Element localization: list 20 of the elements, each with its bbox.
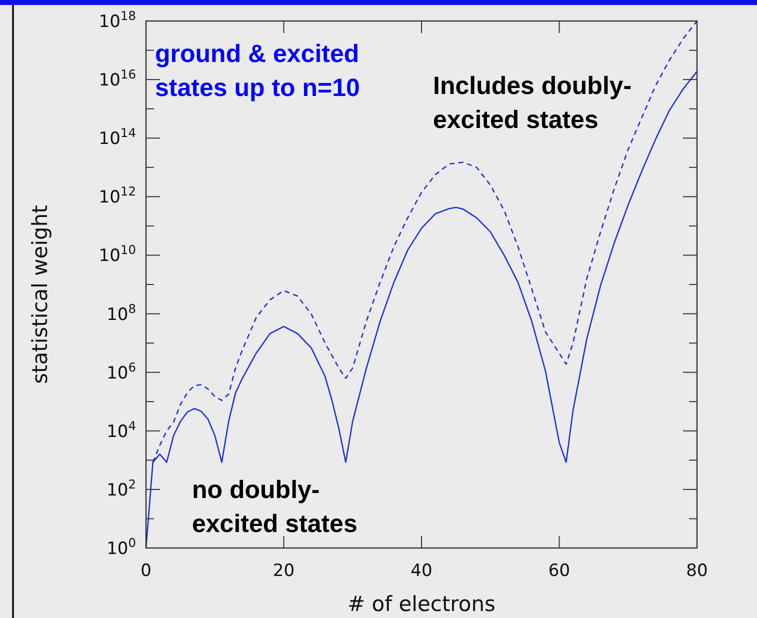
annotation: ground & excited states up to n=10 — [155, 40, 360, 102]
annotation: Includes doubly- excited states — [433, 72, 632, 134]
y-tick-label: 10$^{0}$ — [106, 536, 136, 559]
x-tick-label: 20 — [272, 561, 295, 581]
y-tick-label: 10$^{6}$ — [106, 360, 136, 384]
y-tick-label: 10$^{12}$ — [98, 184, 136, 208]
x-tick-label: 60 — [548, 561, 570, 581]
y-tick-label: 10$^{8}$ — [106, 302, 136, 325]
x-tick-label: 0 — [140, 561, 152, 581]
y-tick-label: 10$^{14}$ — [98, 126, 136, 150]
y-tick-label: 10$^{16}$ — [98, 68, 136, 91]
annotation: no doubly- excited states — [192, 476, 358, 538]
x-axis-title: # of electrons — [348, 592, 496, 616]
y-tick-label: 10$^{10}$ — [98, 243, 136, 266]
x-tick-label: 40 — [410, 561, 432, 581]
y-tick-label: 10$^{2}$ — [106, 477, 136, 500]
y-tick-label: 10$^{4}$ — [106, 418, 136, 442]
x-tick-label: 80 — [686, 561, 708, 581]
y-axis-title: statistical weight — [28, 205, 52, 384]
y-tick-label: 10$^{18}$ — [98, 9, 136, 32]
